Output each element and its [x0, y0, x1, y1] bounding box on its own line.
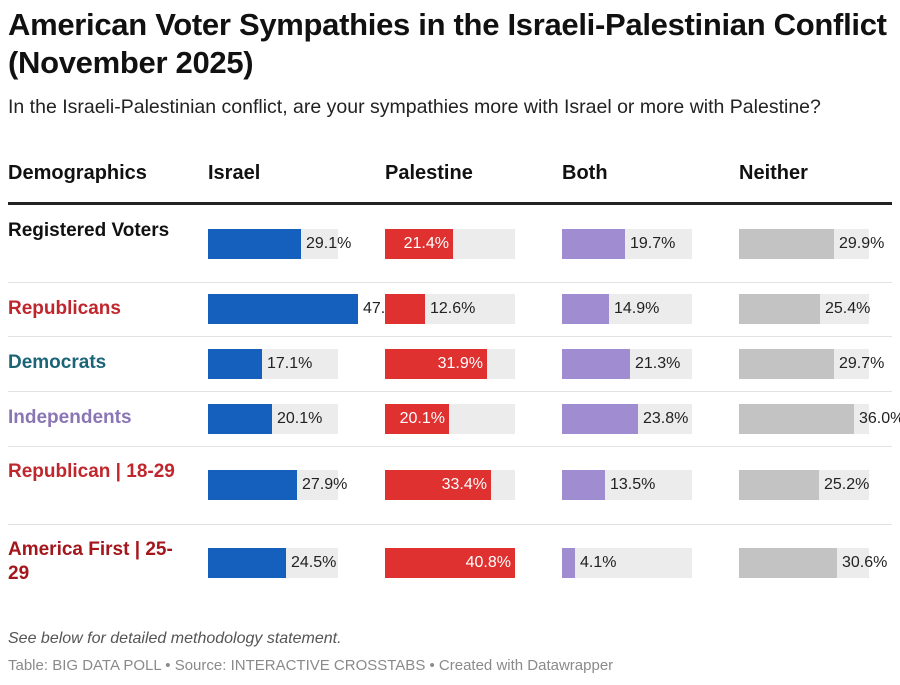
chart-title: American Voter Sympathies in the Israeli…	[8, 7, 887, 80]
neither-bar-track: 36.0%	[739, 404, 900, 434]
israel-value-label: 17.1%	[267, 355, 313, 372]
both-bar-track: 14.9%	[562, 294, 692, 324]
neither-value-label: 36.0%	[859, 410, 900, 427]
table-row: Democrats 17.1% 31.9% 21.3% 29.7%	[8, 336, 892, 392]
header-israel[interactable]: Israel	[208, 162, 261, 184]
table-header: Demographics Israel Palestine Both Neith…	[8, 160, 892, 205]
row-label: Republicans	[8, 298, 121, 319]
neither-value-label: 29.7%	[839, 355, 885, 372]
neither-bar-track: 25.4%	[739, 294, 871, 324]
israel-value-label: 24.5%	[291, 554, 337, 571]
palestine-bar-track: 40.8%	[385, 548, 515, 578]
israel-bar-track: 24.5%	[208, 548, 338, 578]
header-palestine[interactable]: Palestine	[385, 162, 473, 184]
neither-bar-track: 25.2%	[739, 470, 869, 500]
palestine-value-label: 40.8%	[465, 554, 511, 571]
israel-value-label: 27.9%	[302, 476, 348, 493]
neither-value-label: 25.4%	[825, 300, 871, 317]
israel-bar-track: 29.1%	[208, 229, 351, 259]
neither-bar	[739, 349, 834, 379]
israel-bar-track: 27.9%	[208, 470, 347, 500]
header-neither[interactable]: Neither	[739, 162, 808, 184]
neither-bar-track: 29.9%	[739, 229, 884, 259]
table-row: Republican | 18-29 27.9% 33.4% 13.5% 25.2%	[8, 446, 892, 525]
palestine-bar-track: 33.4%	[385, 470, 515, 500]
row-label: Republican | 18-29	[8, 461, 175, 482]
neither-bar	[739, 548, 837, 578]
israel-value-label: 29.1%	[306, 235, 352, 252]
row-label: Independents	[8, 407, 132, 428]
both-bar	[562, 470, 605, 500]
source-line: Table: BIG DATA POLL • Source: INTERACTI…	[8, 657, 614, 674]
row-label: Registered Voters	[8, 220, 170, 241]
header-demographics[interactable]: Demographics	[8, 162, 147, 184]
palestine-value-label: 31.9%	[437, 355, 483, 372]
palestine-bar	[385, 294, 425, 324]
table-row: Republicans 47.1% 12.6% 14.9% 25.4%	[8, 282, 892, 337]
both-bar	[562, 349, 630, 379]
palestine-bar-track: 12.6%	[385, 294, 515, 324]
israel-bar	[208, 294, 358, 324]
neither-value-label: 29.9%	[839, 235, 885, 252]
palestine-bar	[385, 349, 487, 379]
palestine-value-label: 33.4%	[441, 476, 487, 493]
table-row: Registered Voters 29.1% 21.4% 19.7% 29.9%	[8, 205, 892, 283]
israel-bar	[208, 229, 301, 259]
both-value-label: 4.1%	[580, 554, 617, 571]
row-label: America First | 25-29	[8, 539, 173, 584]
israel-bar	[208, 470, 297, 500]
palestine-value-label: 12.6%	[430, 300, 476, 317]
both-bar	[562, 229, 625, 259]
both-bar-track: 23.8%	[562, 404, 692, 434]
palestine-bar-track: 21.4%	[385, 229, 515, 259]
neither-bar-track: 30.6%	[739, 548, 887, 578]
both-bar	[562, 294, 609, 324]
neither-bar	[739, 404, 854, 434]
israel-bar-track: 47.1%	[208, 294, 408, 324]
table-row: Independents 20.1% 20.1% 23.8% 36.0%	[8, 391, 900, 447]
both-value-label: 21.3%	[635, 355, 681, 372]
both-bar-track: 21.3%	[562, 349, 692, 379]
israel-bar-track: 20.1%	[208, 404, 338, 434]
israel-bar	[208, 404, 272, 434]
both-value-label: 19.7%	[630, 235, 676, 252]
both-bar	[562, 404, 638, 434]
israel-value-label: 20.1%	[277, 410, 323, 427]
palestine-value-label: 21.4%	[403, 235, 449, 252]
neither-bar	[739, 470, 819, 500]
neither-value-label: 25.2%	[824, 476, 870, 493]
palestine-bar-track: 20.1%	[385, 404, 515, 434]
both-bar-track: 13.5%	[562, 470, 692, 500]
palestine-value-label: 20.1%	[399, 410, 445, 427]
both-bar-track: 19.7%	[562, 229, 692, 259]
table-row: America First | 25-29 24.5% 40.8% 4.1% 30.6%	[8, 524, 892, 602]
neither-bar	[739, 294, 820, 324]
palestine-bar	[385, 404, 449, 434]
israel-bar	[208, 349, 262, 379]
neither-bar	[739, 229, 834, 259]
israel-bar	[208, 548, 286, 578]
footnote: See below for detailed methodology state…	[8, 630, 342, 647]
palestine-bar-track: 31.9%	[385, 349, 515, 379]
palestine-bar	[385, 470, 491, 500]
palestine-bar	[385, 548, 515, 578]
row-label: Democrats	[8, 352, 107, 373]
both-value-label: 13.5%	[610, 476, 656, 493]
header-both[interactable]: Both	[562, 162, 608, 184]
both-bar	[562, 548, 575, 578]
neither-bar-track: 29.7%	[739, 349, 884, 379]
israel-bar-track: 17.1%	[208, 349, 338, 379]
palestine-bar	[385, 229, 453, 259]
both-bar-track: 4.1%	[562, 548, 692, 578]
chart-subtitle: In the Israeli-Palestinian conflict, are…	[8, 96, 821, 118]
both-value-label: 23.8%	[643, 410, 689, 427]
both-value-label: 14.9%	[614, 300, 660, 317]
neither-value-label: 30.6%	[842, 554, 888, 571]
